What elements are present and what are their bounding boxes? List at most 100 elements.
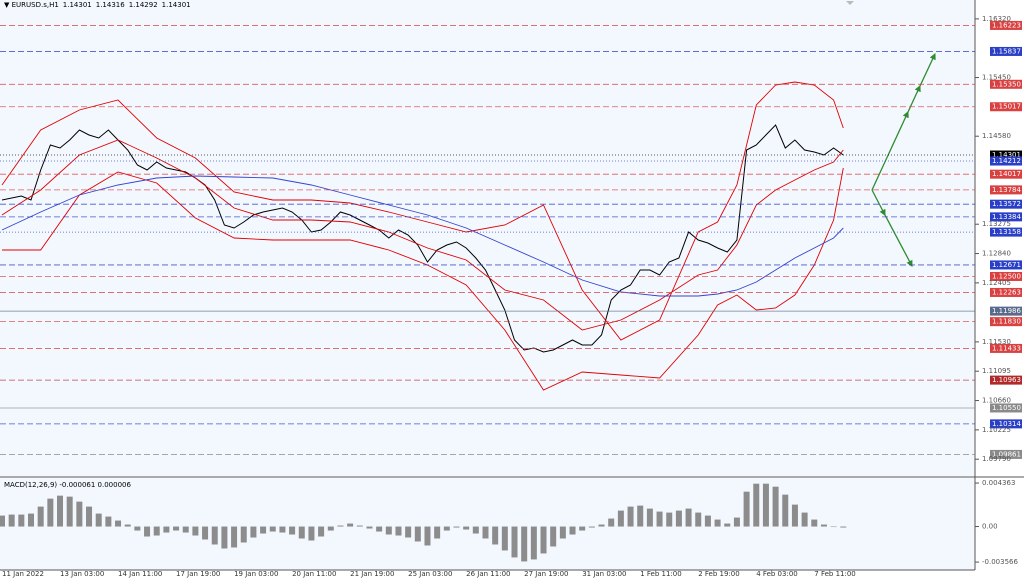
y-tick-label: 1.09790 xyxy=(982,455,1011,463)
macd-bar xyxy=(250,526,257,538)
macd-bar xyxy=(637,505,644,527)
level-label: 1.10550 xyxy=(992,404,1021,412)
arrow xyxy=(919,53,936,87)
level-label: 1.15837 xyxy=(992,47,1021,55)
macd-bar xyxy=(801,512,808,527)
level-label: 1.09861 xyxy=(992,450,1021,458)
macd-bar xyxy=(762,483,769,527)
macd-bar xyxy=(153,526,160,536)
macd-bar xyxy=(347,523,354,527)
level-label: 1.12500 xyxy=(992,272,1021,280)
y-tick-label: 1.11095 xyxy=(982,367,1011,375)
level-tag xyxy=(990,199,1022,209)
macd-bar xyxy=(76,501,83,527)
macd-bar xyxy=(511,526,518,558)
macd-bar xyxy=(646,508,653,527)
scroll-marker xyxy=(846,1,854,5)
x-tick-label: 14 Jan 11:00 xyxy=(118,570,162,578)
macd-bar xyxy=(260,526,267,534)
macd-bar xyxy=(356,525,363,527)
ohlc-value: 1.14301 xyxy=(161,1,191,9)
x-tick-label: 4 Feb 03:00 xyxy=(756,570,797,578)
macd-bar xyxy=(47,498,54,527)
macd-bar xyxy=(695,512,702,527)
level-label: 1.14212 xyxy=(992,157,1021,165)
macd-bar xyxy=(8,514,15,527)
y-tick-label: 1.13275 xyxy=(982,220,1011,228)
projection-arrows xyxy=(871,53,936,267)
y-tick-label: 1.10660 xyxy=(982,397,1011,405)
x-tick-label: 19 Jan 03:00 xyxy=(234,570,278,578)
macd-bar xyxy=(559,526,566,539)
macd-bar xyxy=(598,524,605,527)
macd-bar xyxy=(830,526,837,528)
macd-bar xyxy=(530,526,537,560)
x-tick-label: 13 Jan 03:00 xyxy=(60,570,104,578)
level-tag xyxy=(990,156,1022,166)
macd-bar xyxy=(820,524,827,527)
macd-bar xyxy=(231,526,238,548)
macd-bar xyxy=(366,526,373,529)
macd-panel xyxy=(0,478,975,570)
price-line xyxy=(1,81,844,341)
macd-bar xyxy=(579,526,586,531)
macd-bar xyxy=(724,523,731,527)
level-tag xyxy=(990,449,1022,459)
x-tick-label: 1 Feb 11:00 xyxy=(640,570,681,578)
x-tick-label: 2 Feb 19:00 xyxy=(698,570,739,578)
ohlc-value: 1.14301 xyxy=(62,1,92,9)
macd-bar xyxy=(240,526,247,543)
macd-bar xyxy=(617,510,624,527)
price-line xyxy=(2,167,844,391)
level-tag xyxy=(990,169,1022,179)
macd-bar xyxy=(395,526,402,536)
macd-bar xyxy=(163,526,170,533)
x-tick-label: 20 Jan 11:00 xyxy=(292,570,336,578)
macd-bar xyxy=(434,526,441,539)
macd-bar xyxy=(472,526,479,534)
macd-bar xyxy=(811,519,818,527)
macd-bar xyxy=(753,483,760,527)
macd-bar xyxy=(211,526,218,545)
level-tag xyxy=(990,375,1022,385)
macd-bar xyxy=(540,526,547,554)
level-tag xyxy=(990,79,1022,89)
level-label: 1.13784 xyxy=(992,186,1021,194)
macd-bar xyxy=(414,526,421,542)
macd-bar xyxy=(37,506,44,527)
level-tag xyxy=(990,403,1022,413)
macd-bar xyxy=(772,486,779,527)
macd-bar xyxy=(134,526,141,531)
price-line xyxy=(1,175,844,297)
macd-bar xyxy=(173,526,180,531)
symbol: EURUSD.s,H1 xyxy=(11,1,59,9)
y-tick-label: 1.15450 xyxy=(982,74,1011,82)
level-label: 1.13572 xyxy=(992,200,1021,208)
macd-bar xyxy=(666,512,673,527)
y-tick-label: 0.004363 xyxy=(982,479,1015,487)
level-label: 1.13384 xyxy=(992,213,1021,221)
macd-bar xyxy=(733,517,740,527)
macd-bar xyxy=(656,511,663,527)
price-line xyxy=(1,139,844,331)
arrow xyxy=(871,189,886,216)
macd-bar xyxy=(105,516,112,527)
macd-bar xyxy=(28,513,35,527)
level-tag xyxy=(990,306,1022,316)
level-label: 1.12671 xyxy=(992,261,1021,269)
arrow xyxy=(871,111,909,191)
level-tag xyxy=(990,185,1022,195)
macd-bar xyxy=(453,526,460,528)
macd-bar xyxy=(0,515,5,527)
y-tick-label: 1.12405 xyxy=(982,279,1011,287)
macd-bar xyxy=(482,526,489,539)
level-tag xyxy=(990,287,1022,297)
level-label: 1.13158 xyxy=(992,228,1021,236)
macd-bar xyxy=(115,520,122,527)
y-tick-label: 0.00 xyxy=(982,523,998,531)
macd-bar xyxy=(18,514,25,527)
macd-bar xyxy=(588,526,595,528)
macd-bar xyxy=(443,526,450,531)
